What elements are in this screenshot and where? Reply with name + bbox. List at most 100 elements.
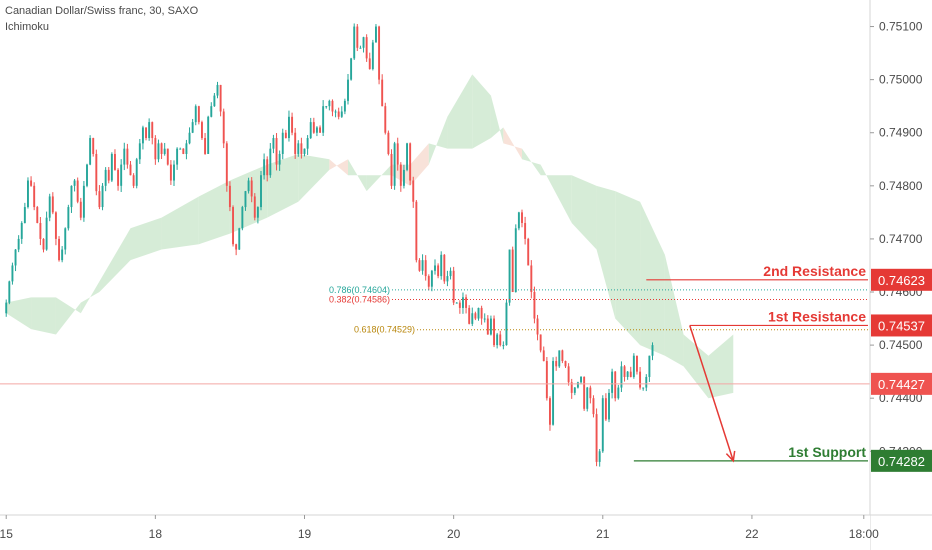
- candle-body: [300, 143, 303, 154]
- candle-body: [371, 42, 374, 70]
- candle-body: [263, 159, 266, 176]
- candle-body: [207, 116, 210, 154]
- candle-body: [477, 307, 480, 319]
- ichimoku-cloud-segment: [708, 334, 734, 399]
- candle-body: [76, 180, 79, 202]
- time-axis-tick-label: 18: [149, 527, 163, 541]
- time-axis-tick-label: 22: [745, 527, 759, 541]
- ichimoku-cloud-segment: [615, 191, 641, 346]
- candle-body: [166, 148, 169, 165]
- candle-body: [123, 148, 126, 165]
- candle-body: [347, 79, 349, 101]
- candle-body: [427, 276, 430, 287]
- candle-body: [567, 366, 570, 383]
- candle-body: [418, 260, 421, 271]
- candle-body: [33, 185, 36, 208]
- candle-body: [92, 138, 95, 154]
- candle-body: [337, 111, 340, 117]
- candle-body: [328, 100, 331, 107]
- candle-body: [294, 132, 297, 154]
- candle-body: [30, 180, 33, 186]
- candle-body: [642, 387, 645, 389]
- candle-body: [241, 207, 244, 229]
- candle-body: [393, 143, 396, 186]
- candle-body: [17, 238, 20, 250]
- candle-body: [536, 318, 539, 335]
- candle-body: [343, 100, 346, 112]
- candle-body: [23, 207, 26, 223]
- candle-body: [396, 143, 399, 165]
- ichimoku-cloud-segment: [571, 175, 597, 250]
- time-axis-tick-label: 15: [0, 527, 13, 541]
- candle-body: [269, 148, 272, 176]
- candle-body: [424, 260, 427, 277]
- candle-body: [11, 265, 14, 282]
- candle-body: [20, 222, 23, 239]
- candle-body: [629, 371, 632, 377]
- level-name-label: 2nd Resistance: [763, 263, 866, 279]
- candle-body: [235, 244, 238, 250]
- candle-body: [353, 26, 356, 59]
- candle-body: [154, 138, 157, 160]
- candle-body: [592, 398, 595, 415]
- candle-body: [126, 148, 129, 165]
- candle-body: [620, 366, 623, 388]
- candle-body: [611, 371, 614, 393]
- candle-body: [250, 180, 253, 197]
- ichimoku-cloud-segment: [161, 196, 199, 250]
- candle-body: [284, 132, 287, 139]
- price-axis-tick-label: 0.74500: [879, 338, 923, 352]
- price-label-box: [871, 314, 932, 337]
- candle-body: [583, 376, 586, 409]
- ichimoku-cloud-segment: [31, 297, 56, 335]
- level-name-label: 1st Resistance: [768, 308, 866, 324]
- candle-body: [98, 191, 101, 208]
- candle-body: [455, 302, 458, 304]
- candle-body: [138, 143, 141, 160]
- ichimoku-cloud-segment: [80, 281, 100, 314]
- candle-body: [260, 175, 262, 208]
- ichimoku-cloud-segment: [6, 297, 32, 330]
- candle-body: [14, 249, 17, 266]
- candle-body: [465, 297, 468, 308]
- candle-body: [297, 143, 300, 154]
- candle-body: [281, 132, 284, 154]
- ichimoku-cloud-segment: [503, 127, 522, 160]
- candle-body: [5, 302, 8, 314]
- candle-body: [648, 355, 651, 377]
- candle-body: [390, 153, 393, 186]
- candle-body: [306, 138, 309, 149]
- candle-body: [256, 207, 259, 218]
- candle-body: [145, 127, 147, 139]
- candle-body: [101, 185, 104, 208]
- candle-body: [576, 382, 579, 388]
- candle-body: [73, 180, 76, 186]
- candle-body: [272, 138, 275, 149]
- candle-body: [228, 185, 231, 208]
- ichimoku-cloud-segment: [540, 164, 572, 223]
- candle-body: [558, 350, 561, 367]
- ichimoku-cloud-segment: [55, 297, 81, 335]
- candle-body: [399, 164, 402, 186]
- price-label-box: [871, 449, 932, 472]
- ichimoku-cloud-segment: [99, 228, 131, 293]
- candle-body: [545, 361, 548, 399]
- candle-body: [564, 361, 567, 367]
- candle-body: [542, 350, 545, 362]
- candle-body: [42, 238, 45, 250]
- candle-body: [222, 111, 225, 144]
- price-axis-tick-label: 0.74700: [879, 232, 923, 246]
- candle-body: [530, 265, 533, 293]
- candle-body: [86, 164, 88, 186]
- candle-body: [157, 143, 160, 160]
- candle-body: [359, 47, 362, 49]
- candle-body: [651, 345, 654, 356]
- candle-body: [539, 334, 542, 351]
- candle-body: [194, 106, 197, 123]
- candle-body: [104, 169, 107, 186]
- candle-body: [278, 153, 281, 165]
- candle-body: [169, 164, 172, 181]
- candle-body: [132, 175, 135, 186]
- candle-body: [51, 196, 54, 213]
